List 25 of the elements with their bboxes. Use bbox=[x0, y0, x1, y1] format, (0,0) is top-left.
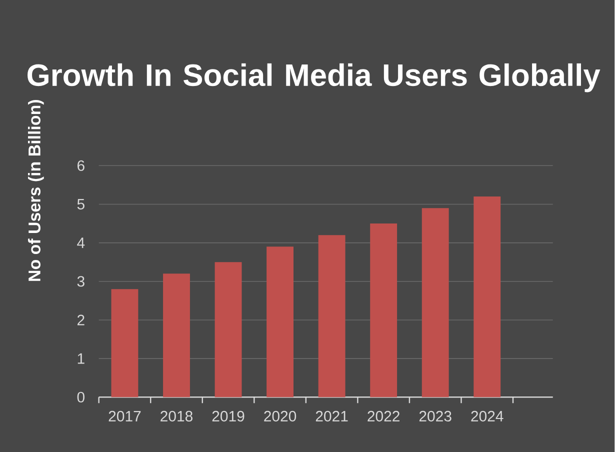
x-tick-label: 2017 bbox=[108, 410, 141, 422]
chart-title: Growth In Social Media Users Globally bbox=[28, 63, 600, 92]
y-tick-label: 5 bbox=[77, 199, 84, 210]
x-tick-label: 2020 bbox=[264, 410, 296, 422]
y-tick-label: 1 bbox=[78, 353, 84, 364]
bar bbox=[474, 196, 501, 398]
bar bbox=[214, 262, 242, 398]
y-tick-label: 6 bbox=[78, 160, 84, 171]
x-tick-label: 2018 bbox=[160, 410, 192, 422]
bar bbox=[422, 208, 449, 398]
y-tick-label: 4 bbox=[77, 238, 85, 248]
bar bbox=[111, 289, 138, 398]
bar bbox=[370, 224, 398, 398]
x-tick-label: 2023 bbox=[419, 410, 452, 422]
bar bbox=[318, 235, 346, 398]
y-tick-label: 0 bbox=[77, 392, 84, 402]
bar bbox=[163, 274, 190, 398]
y-axis-title: No of Users (in Billion) bbox=[28, 100, 44, 281]
x-tick-label: 2024 bbox=[471, 410, 504, 422]
x-tick-label: 2022 bbox=[368, 410, 400, 422]
x-tick-label: 2019 bbox=[212, 410, 244, 422]
y-tick-label: 2 bbox=[78, 314, 84, 326]
x-tick-label: 2021 bbox=[316, 410, 348, 422]
bar bbox=[266, 246, 294, 398]
y-tick-label: 3 bbox=[77, 276, 84, 287]
